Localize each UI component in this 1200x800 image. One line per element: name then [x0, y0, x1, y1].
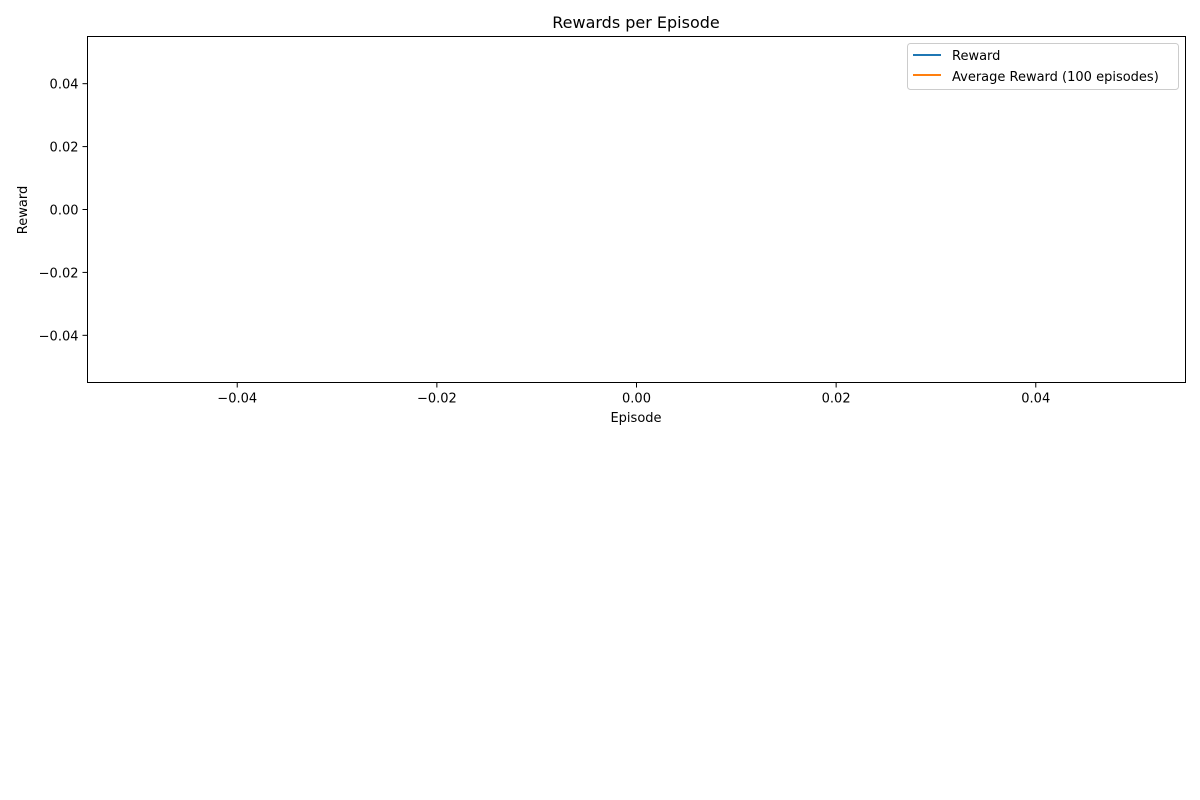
x-tick-label: −0.04	[217, 392, 257, 407]
x-tick-label: 0.00	[622, 392, 651, 407]
x-tick-label: 0.02	[822, 392, 851, 407]
chart-title: Rewards per Episode	[552, 13, 720, 32]
legend-label-average-reward: Average Reward (100 episodes)	[952, 70, 1159, 85]
y-tick-label: 0.02	[50, 141, 79, 156]
legend: Reward Average Reward (100 episodes)	[907, 43, 1179, 90]
y-tick-label: 0.04	[50, 78, 79, 93]
legend-box	[907, 43, 1179, 90]
x-tick-label: 0.04	[1021, 392, 1050, 407]
legend-label-reward: Reward	[952, 49, 1000, 64]
y-tick-label: 0.00	[50, 204, 79, 219]
plot-area-frame	[87, 36, 1186, 383]
x-tick-label: −0.02	[417, 392, 457, 407]
x-axis-label: Episode	[610, 411, 661, 426]
y-axis-label: Reward	[16, 186, 31, 234]
y-tick-label: −0.04	[39, 329, 79, 344]
y-tick-label: −0.02	[39, 266, 79, 281]
x-axis-ticks: −0.04 −0.02 0.00 0.02 0.04	[217, 382, 1050, 407]
y-axis-ticks: 0.04 0.02 0.00 −0.02 −0.04	[39, 78, 88, 344]
